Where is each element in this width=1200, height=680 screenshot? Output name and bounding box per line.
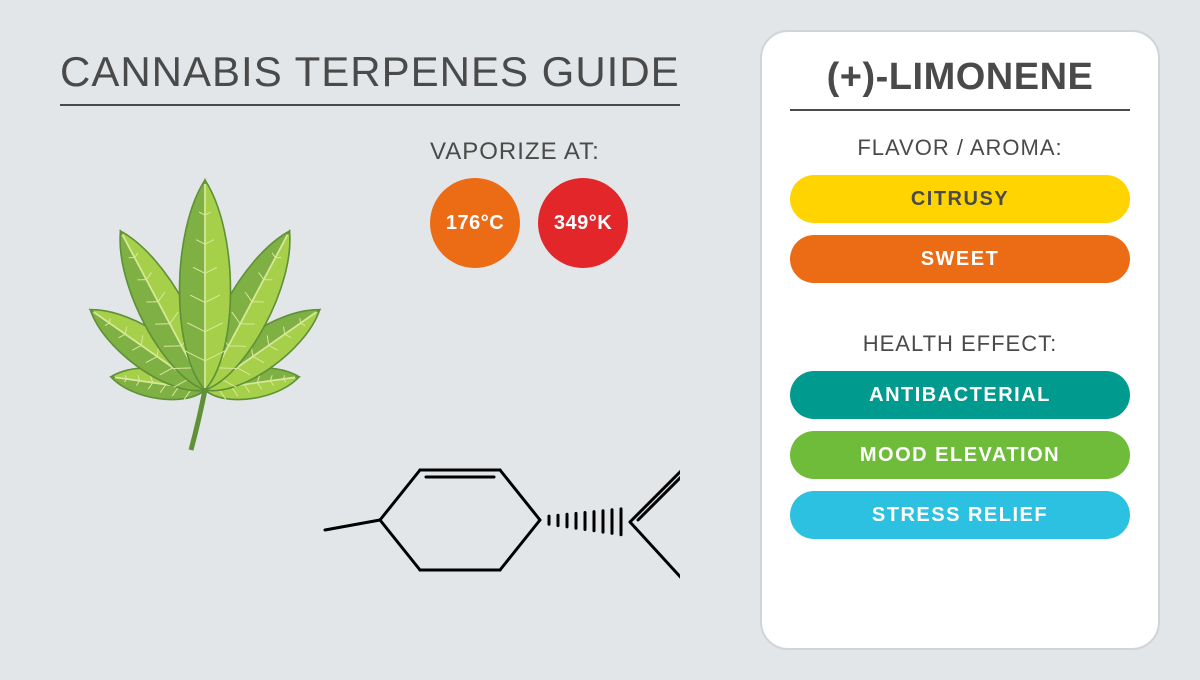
cannabis-leaf-icon (55, 150, 355, 465)
limonene-molecule-icon (320, 390, 680, 655)
card-body: FLAVOR / AROMA: CITRUSY SWEET HEALTH EFFECT… (790, 135, 1130, 539)
pill: ANTIBACTERIAL (790, 371, 1130, 419)
vaporize-label: VAPORIZE AT: (430, 138, 600, 166)
page-title: CANNABIS TERPENES GUIDE (60, 48, 680, 106)
temp-circle-0: 176°C (430, 178, 520, 268)
pill: SWEET (790, 235, 1130, 283)
pill: CITRUSY (790, 175, 1130, 223)
info-card: (+)-LIMONENE FLAVOR / AROMA: CITRUSY SWEET… (760, 30, 1160, 650)
pill: STRESS RELIEF (790, 491, 1130, 539)
card-title: (+)-LIMONENE (790, 56, 1130, 111)
pill: MOOD ELEVATION (790, 431, 1130, 479)
temp-circle-1: 349°K (538, 178, 628, 268)
temp-circles: 176°C349°K (430, 178, 628, 268)
section-label: HEALTH EFFECT: (790, 331, 1130, 357)
section-label: FLAVOR / AROMA: (790, 135, 1130, 161)
